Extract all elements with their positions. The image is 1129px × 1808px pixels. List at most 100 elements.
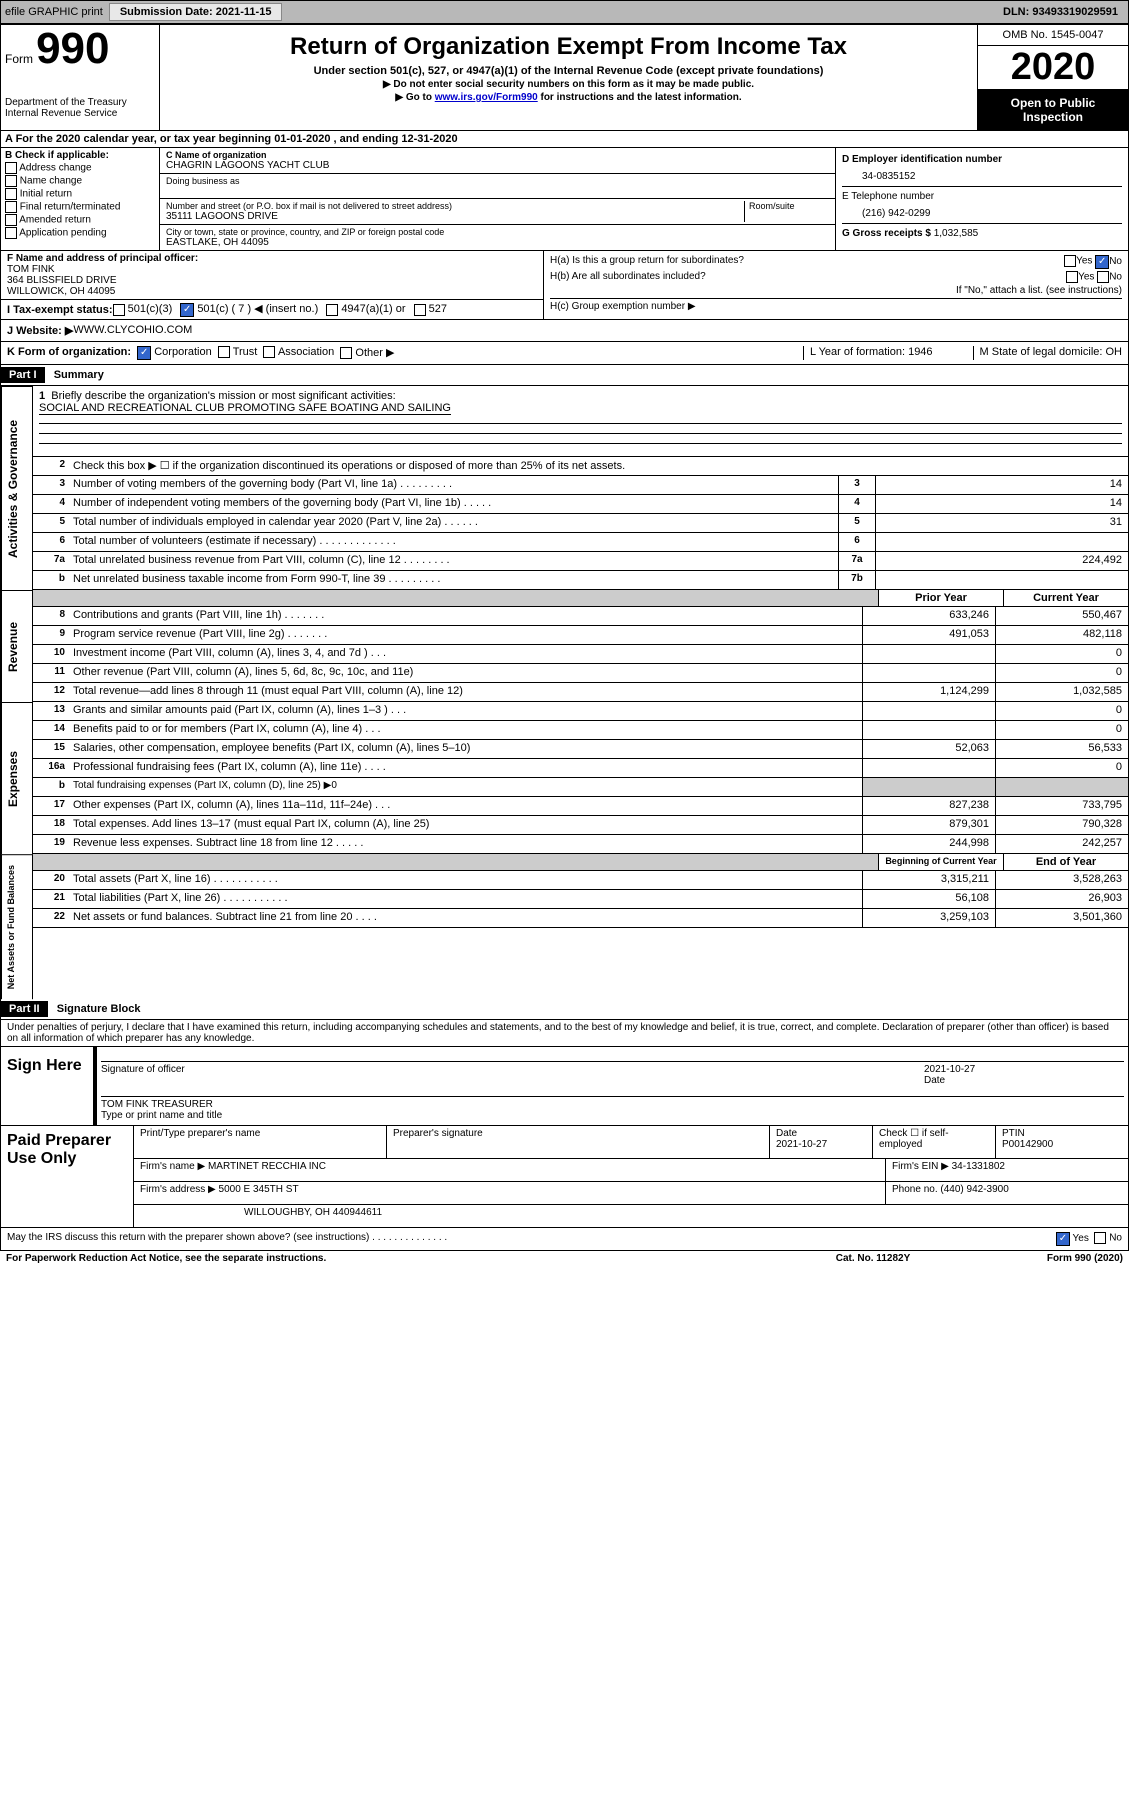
open-public: Open to Public Inspection	[978, 90, 1128, 130]
addr-label: Number and street (or P.O. box if mail i…	[166, 201, 744, 211]
dln-label: DLN: 93493319029591	[1003, 6, 1118, 18]
l15c: 56,533	[995, 740, 1128, 758]
hb-no[interactable]: No	[1097, 271, 1122, 283]
chk-corp[interactable]: ✓ Corporation	[137, 346, 212, 360]
prep-ptin: PTINP00142900	[995, 1126, 1128, 1158]
street-addr: 35111 LAGOONS DRIVE	[166, 211, 744, 222]
l4: Number of independent voting members of …	[69, 495, 838, 513]
l3: Number of voting members of the governin…	[69, 476, 838, 494]
v4: 14	[875, 495, 1128, 513]
line-a: A For the 2020 calendar year, or tax yea…	[1, 131, 1128, 148]
gross-receipts: 1,032,585	[934, 228, 979, 239]
l2: Check this box ▶ ☐ if the organization d…	[69, 457, 1128, 475]
v5: 31	[875, 514, 1128, 532]
l14c: 0	[995, 721, 1128, 739]
phone-label: Phone no.	[892, 1184, 938, 1195]
l18c: 790,328	[995, 816, 1128, 834]
l21: Total liabilities (Part X, line 26) . . …	[69, 890, 862, 908]
chk-assoc[interactable]: Association	[263, 346, 334, 360]
ha-no[interactable]: ✓No	[1095, 255, 1122, 269]
chk-final[interactable]: Final return/terminated	[5, 201, 155, 213]
v6	[875, 533, 1128, 551]
l19p: 244,998	[862, 835, 995, 853]
l8p: 633,246	[862, 607, 995, 625]
firm-addr2: WILLOUGHBY, OH 440944611	[133, 1205, 1128, 1227]
firm-name: MARTINET RECCHIA INC	[208, 1161, 326, 1172]
form-number: 990	[36, 24, 109, 73]
chk-initial[interactable]: Initial return	[5, 188, 155, 200]
part2-header: Part II Signature Block	[1, 999, 1128, 1019]
l22p: 3,259,103	[862, 909, 995, 927]
chk-527[interactable]: 527	[414, 303, 447, 315]
l8: Contributions and grants (Part VIII, lin…	[69, 607, 862, 625]
l17: Other expenses (Part IX, column (A), lin…	[69, 797, 862, 815]
f-label: F Name and address of principal officer:	[7, 253, 198, 264]
l11p	[862, 664, 995, 682]
chk-name[interactable]: Name change	[5, 175, 155, 187]
chk-501c3[interactable]: 501(c)(3)	[113, 303, 173, 315]
col-h: H(a) Is this a group return for subordin…	[544, 251, 1128, 319]
chk-other[interactable]: Other ▶	[340, 346, 394, 360]
l12p: 1,124,299	[862, 683, 995, 701]
header-mid: Return of Organization Exempt From Incom…	[160, 25, 977, 130]
col-b: B Check if applicable: Address change Na…	[1, 148, 160, 250]
v7b	[875, 571, 1128, 589]
side-expenses: Expenses	[1, 702, 33, 854]
dba-label: Doing business as	[166, 176, 829, 186]
l20: Total assets (Part X, line 16) . . . . .…	[69, 871, 862, 889]
governance-section: Activities & Governance 1 Briefly descri…	[1, 386, 1128, 590]
irs-link[interactable]: www.irs.gov/Form990	[435, 92, 538, 103]
l-year: L Year of formation: 1946	[803, 346, 933, 360]
e-label: E Telephone number	[842, 191, 1122, 202]
discuss-row: May the IRS discuss this return with the…	[1, 1227, 1128, 1250]
col-f: F Name and address of principal officer:…	[1, 251, 544, 319]
chk-trust[interactable]: Trust	[218, 346, 258, 360]
ha-yes[interactable]: Yes	[1064, 255, 1092, 269]
chk-501c[interactable]: ✓ 501(c) ( 7 ) ◀ (insert no.)	[180, 302, 318, 317]
l10p	[862, 645, 995, 663]
ssn-note: ▶ Do not enter social security numbers o…	[164, 79, 973, 90]
hb-label: H(b) Are all subordinates included?	[550, 271, 1066, 283]
sig-type-label: Type or print name and title	[101, 1110, 1124, 1121]
k-label: K Form of organization:	[7, 346, 131, 360]
g-label: G Gross receipts $	[842, 228, 931, 239]
side-netassets: Net Assets or Fund Balances	[1, 854, 33, 999]
website-value: WWW.CLYCOHIO.COM	[73, 324, 192, 337]
l14p	[862, 721, 995, 739]
l10: Investment income (Part VIII, column (A)…	[69, 645, 862, 663]
chk-pending[interactable]: Application pending	[5, 227, 155, 239]
l15: Salaries, other compensation, employee b…	[69, 740, 862, 758]
submission-date-button[interactable]: Submission Date: 2021-11-15	[109, 3, 283, 21]
goto-note: ▶ Go to www.irs.gov/Form990 for instruct…	[164, 92, 973, 103]
side-governance: Activities & Governance	[1, 386, 33, 590]
discuss-yes[interactable]: ✓ Yes	[1056, 1232, 1089, 1246]
prep-self-hdr[interactable]: Check ☐ if self-employed	[872, 1126, 995, 1158]
footer-mid: Cat. No. 11282Y	[773, 1253, 973, 1264]
l19: Revenue less expenses. Subtract line 18 …	[69, 835, 862, 853]
col-c: C Name of organization CHAGRIN LAGOONS Y…	[160, 148, 836, 250]
hb-yes[interactable]: Yes	[1066, 271, 1094, 283]
header-right: OMB No. 1545-0047 2020 Open to Public In…	[977, 25, 1128, 130]
mission-text: SOCIAL AND RECREATIONAL CLUB PROMOTING S…	[39, 402, 451, 414]
part2-title: Signature Block	[57, 1003, 141, 1015]
section-fh: F Name and address of principal officer:…	[1, 251, 1128, 320]
sig-date: 2021-10-27	[924, 1064, 975, 1075]
form-title: Return of Organization Exempt From Incom…	[164, 33, 973, 61]
discuss-no[interactable]: No	[1094, 1232, 1122, 1246]
signature-section: Under penalties of perjury, I declare th…	[0, 1020, 1129, 1251]
m-state: M State of legal domicile: OH	[973, 346, 1122, 360]
city-value: EASTLAKE, OH 44095	[166, 237, 829, 248]
col-de: D Employer identification number 34-0835…	[836, 148, 1128, 250]
l18: Total expenses. Add lines 13–17 (must eq…	[69, 816, 862, 834]
chk-address[interactable]: Address change	[5, 162, 155, 174]
sign-here-label: Sign Here	[1, 1047, 94, 1125]
omb-number: OMB No. 1545-0047	[978, 25, 1128, 46]
firm-label: Firm's name ▶	[140, 1161, 205, 1172]
chk-amended[interactable]: Amended return	[5, 214, 155, 226]
ein-value: 34-0835152	[842, 165, 1122, 182]
revenue-section: Revenue Prior YearCurrent Year 8Contribu…	[1, 590, 1128, 702]
v7a: 224,492	[875, 552, 1128, 570]
b-label: B Check if applicable:	[5, 150, 155, 161]
chk-4947[interactable]: 4947(a)(1) or	[326, 303, 405, 315]
sig-name: TOM FINK TREASURER	[101, 1099, 1124, 1110]
